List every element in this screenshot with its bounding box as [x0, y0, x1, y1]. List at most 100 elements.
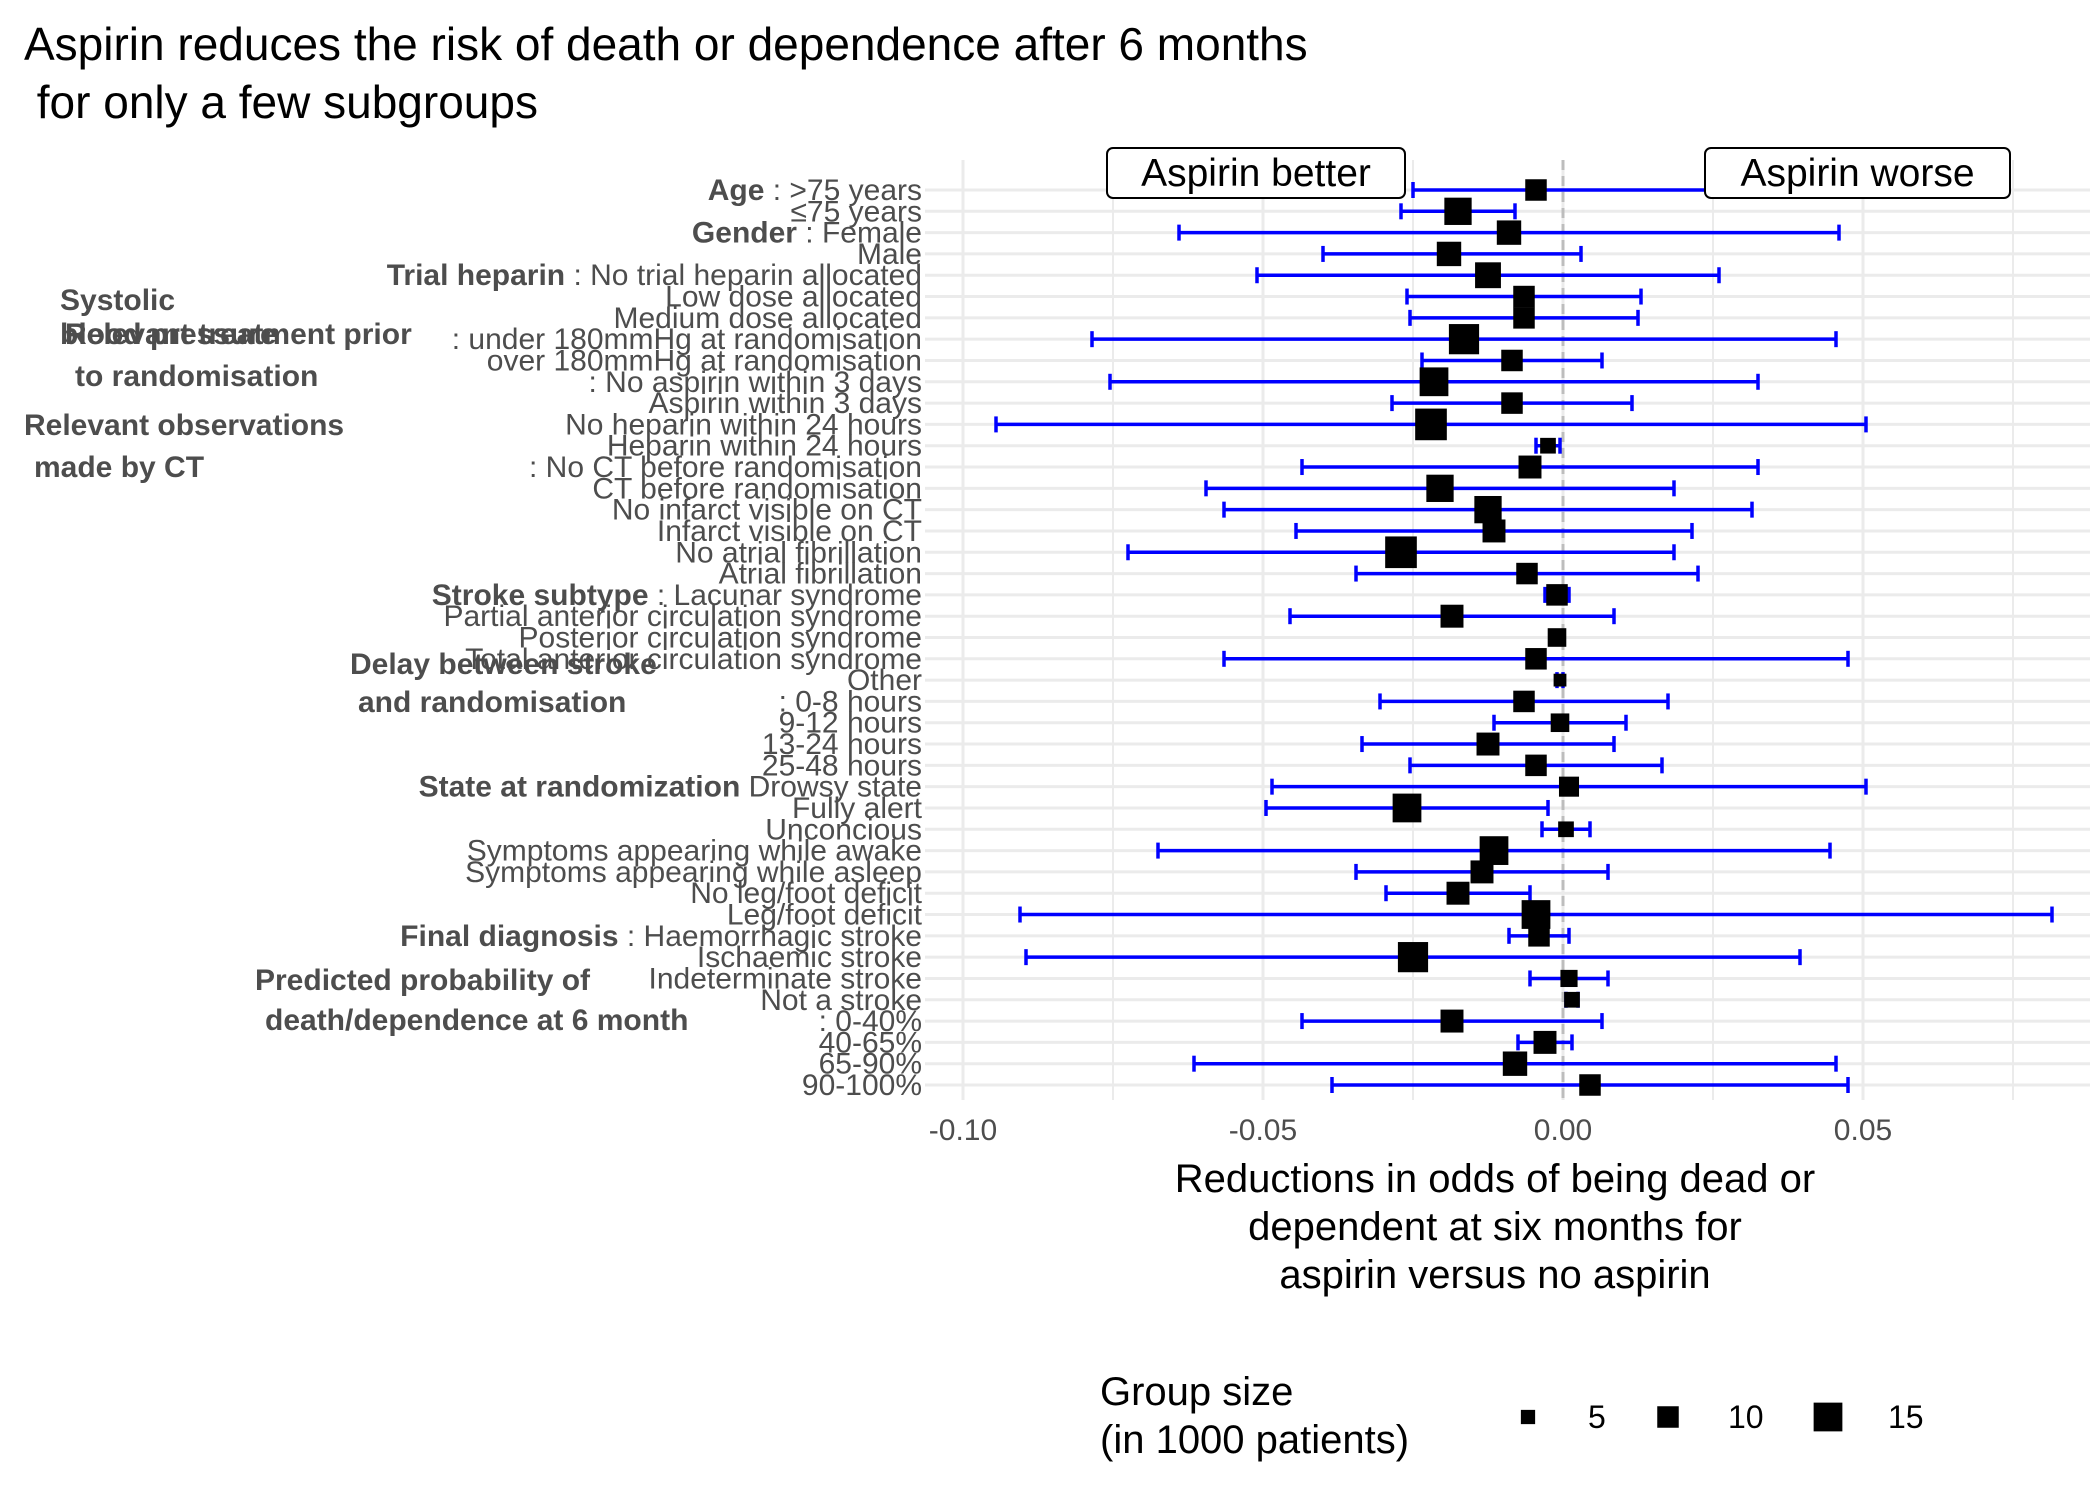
point-estimate [1525, 754, 1547, 777]
group-prefix: Final diagnosis [400, 920, 618, 953]
legend-key [1657, 1406, 1679, 1428]
y-tick-label: : under 180mmHg at randomisation [452, 323, 922, 356]
y-tick-label: Indeterminate stroke [649, 962, 922, 995]
annotation-label: Aspirin better [1106, 147, 1406, 199]
y-tick-label: 9-12 hours [779, 707, 922, 740]
point-estimate [1415, 408, 1447, 441]
grid [925, 160, 2090, 1100]
point-estimate [1476, 732, 1500, 756]
point-estimate [1553, 673, 1567, 687]
legend-title-line: (in 1000 patients) [1100, 1418, 1409, 1462]
row-label: : >75 years [764, 174, 922, 207]
point-estimate [1516, 562, 1538, 585]
x-axis-ticks: -0.10 -0.05 0.00 0.05 [929, 1114, 1892, 1147]
y-tick-label: 90-100% [802, 1069, 922, 1102]
point-estimate [1546, 584, 1568, 606]
annotation-text: Aspirin better [1141, 152, 1371, 195]
y-tick-label: Age : >75 years [708, 174, 922, 207]
point-estimate [1550, 713, 1570, 733]
point-estimate [1502, 1051, 1528, 1076]
annotation-box [1106, 147, 1406, 199]
point-estimate [1446, 881, 1470, 905]
y-tick-label: : No CT before randomisation [529, 451, 922, 484]
y-tick-label: Leg/foot deficit [727, 899, 923, 932]
group-label-line: and randomisation [358, 686, 626, 719]
group-label-line: blood pressure [60, 318, 277, 351]
legend-key [1520, 1409, 1536, 1425]
y-tick-label: Unconcious [765, 813, 922, 846]
y-tick-label: Symptoms appearing while asleep [465, 856, 922, 889]
legend-label: 10 [1728, 1399, 1764, 1435]
y-tick-label: Total anterior circulation syndrome [465, 643, 922, 676]
row-label: : Female [797, 217, 922, 250]
point-estimate [1426, 474, 1454, 502]
y-tick-label: ≤75 years [790, 195, 922, 228]
x-axis-title-line: Reductions in odds of being dead or [1175, 1157, 1815, 1201]
point-estimate [1474, 495, 1502, 524]
group-label-line: Relevant observations [24, 409, 344, 442]
group-label: Predicted probability of death/dependence… [255, 964, 688, 1037]
chart-title: Aspirin reduces the risk of death or dep… [24, 18, 1308, 128]
row-label: : Haemorrhagic stroke [619, 920, 922, 953]
group-prefix: Age [708, 174, 765, 207]
point-estimate [1521, 900, 1551, 929]
point-estimate [1513, 285, 1535, 308]
point-estimates [1385, 179, 1601, 1096]
y-tick-label: Fully alert [792, 792, 923, 825]
row-label: : 0-40% [819, 1005, 922, 1038]
group-label-line: death/dependence at 6 month [265, 1004, 688, 1037]
y-tick-label: over 180mmHg at randomisation [487, 344, 922, 377]
title-line-1: Aspirin reduces the risk of death or dep… [24, 18, 1308, 70]
x-tick-label: 0.05 [1834, 1114, 1892, 1147]
y-tick-label: 40-65% [819, 1026, 922, 1059]
y-tick-label: Ischaemic stroke [697, 941, 922, 974]
row-label: : No CT before randomisation [529, 451, 922, 484]
group-label: Delay between stroke and randomisation [350, 648, 657, 719]
y-tick-label: No atrial fibrillation [675, 536, 922, 569]
legend-label: 5 [1588, 1399, 1606, 1435]
annotation-label: Aspirin worse [1704, 147, 2011, 199]
y-tick-label: No infarct visible on CT [612, 494, 922, 527]
point-estimate [1419, 367, 1449, 397]
y-tick-label: 13-24 hours [762, 728, 922, 761]
point-estimate [1558, 776, 1580, 797]
point-estimate [1579, 1074, 1601, 1096]
y-tick-label: Partial anterior circulation syndrome [443, 600, 922, 633]
group-prefix: State at randomization [419, 771, 741, 804]
y-tick-label: Medium dose allocated [613, 302, 922, 335]
y-tick-label: Trial heparin : No trial heparin allocat… [387, 259, 922, 292]
row-label: : No aspirin within 3 days [589, 366, 923, 399]
annotation-text: Aspirin worse [1740, 152, 1974, 195]
y-tick-label: 65-90% [819, 1048, 922, 1081]
group-prefix: Stroke subtype [432, 579, 649, 612]
y-tick-label: Symptoms appearing while awake [467, 835, 922, 868]
y-tick-label: State at randomization Drowsy state [419, 771, 922, 804]
point-estimate [1448, 324, 1480, 355]
y-tick-label: No heparin within 24 hours [565, 408, 922, 441]
y-tick-label: : 0-8 hours [779, 685, 922, 718]
group-label-line: Relevant treatment prior [65, 318, 412, 351]
y-tick-label: Final diagnosis : Haemorrhagic stroke [400, 920, 922, 953]
annotations: Aspirin better Aspirin worse [1106, 147, 2011, 199]
y-tick-label: Not a stroke [760, 984, 922, 1017]
row-label: Drowsy state [740, 771, 922, 804]
group-label-line: Predicted probability of [255, 964, 591, 997]
point-estimate [1440, 604, 1464, 628]
point-estimate [1528, 925, 1550, 947]
point-estimate [1444, 197, 1472, 225]
x-axis-title-line: aspirin versus no aspirin [1279, 1253, 1710, 1297]
row-label: : under 180mmHg at randomisation [452, 323, 922, 356]
y-tick-label: Heparin within 24 hours [607, 430, 922, 463]
point-estimate [1475, 262, 1501, 289]
y-tick-label: No leg/foot deficit [690, 877, 922, 910]
x-tick-label: -0.05 [1229, 1114, 1297, 1147]
point-estimate [1513, 690, 1535, 713]
y-tick-label: Posterior circulation syndrome [519, 622, 923, 655]
y-tick-label: : No aspirin within 3 days [589, 366, 923, 399]
point-estimate [1392, 793, 1422, 823]
annotation-box [1704, 147, 2011, 199]
